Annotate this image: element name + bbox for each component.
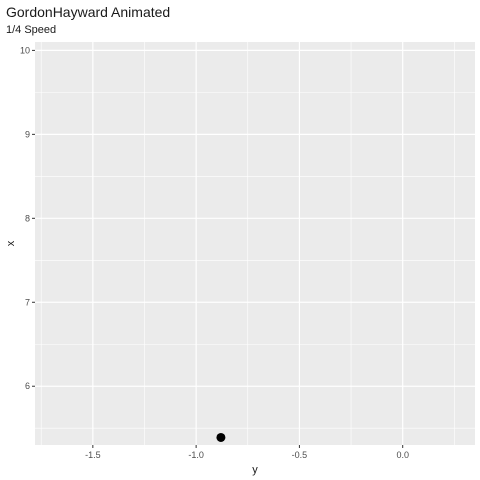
y-tick-label: 8 bbox=[25, 213, 30, 223]
x-tick-label: 0.0 bbox=[396, 450, 409, 460]
data-points bbox=[216, 432, 226, 442]
y-axis-ticks: 6 7 8 9 10 bbox=[20, 45, 35, 391]
y-tick-label: 9 bbox=[25, 129, 30, 139]
x-axis-title: y bbox=[252, 464, 258, 476]
plot-panel bbox=[35, 42, 475, 445]
chart-title: GordonHayward Animated bbox=[6, 4, 171, 20]
y-tick-label: 6 bbox=[25, 381, 30, 391]
minor-gridlines bbox=[35, 42, 475, 445]
data-point bbox=[216, 432, 226, 442]
x-tick-label: -0.5 bbox=[292, 450, 308, 460]
x-axis-ticks: -1.5 -1.0 -0.5 0.0 bbox=[85, 445, 409, 460]
chart-subtitle: 1/4 Speed bbox=[6, 24, 57, 36]
y-tick-label: 10 bbox=[20, 45, 30, 55]
x-tick-label: -1.0 bbox=[188, 450, 204, 460]
major-gridlines bbox=[35, 42, 475, 445]
y-tick-label: 7 bbox=[25, 297, 30, 307]
y-axis-title: x bbox=[5, 240, 17, 246]
x-tick-label: -1.5 bbox=[85, 450, 101, 460]
